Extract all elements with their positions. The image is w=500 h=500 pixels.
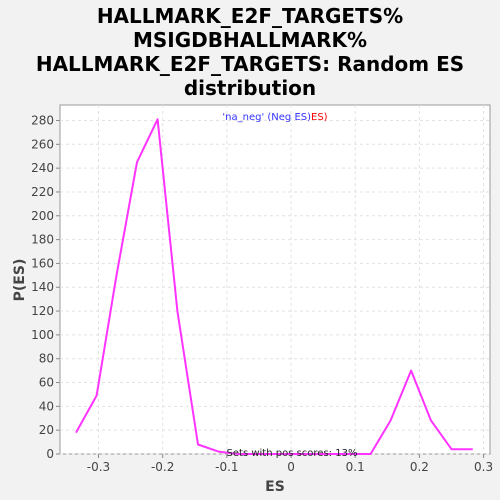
chart-title-line-3: HALLMARK_E2F_TARGETS: Random ES <box>35 52 465 76</box>
legend-series-name: 'na_neg' (Neg ES) <box>222 112 311 123</box>
legend: 'na_neg' (Neg ES)ES) <box>222 112 327 123</box>
chart-title: HALLMARK_E2F_TARGETS% MSIGDBHALLMARK% HA… <box>0 4 500 100</box>
x-axis-label: ES <box>265 479 285 495</box>
x-tick-label: -0.2 <box>151 460 174 474</box>
y-tick-label: 80 <box>39 352 54 366</box>
y-tick-label: 100 <box>31 328 54 342</box>
grid-lines <box>60 105 490 455</box>
x-tick-label: 0 <box>287 460 295 474</box>
x-tick-label: 0.1 <box>346 460 365 474</box>
x-tick-label: 0.3 <box>474 460 493 474</box>
x-tick-label: 0.2 <box>410 460 429 474</box>
y-axis-label: P(ES) <box>12 259 28 302</box>
x-tick-label: -0.3 <box>87 460 110 474</box>
y-tick-label: 220 <box>31 185 54 199</box>
chart-title-line-2: MSIGDBHALLMARK% <box>132 28 368 52</box>
y-tick-label: 200 <box>31 209 54 223</box>
y-tick-label: 160 <box>31 256 54 270</box>
y-tick-label: 280 <box>31 113 54 127</box>
y-tick-label: 120 <box>31 304 54 318</box>
series-line <box>75 118 473 455</box>
y-tick-label: 140 <box>31 280 54 294</box>
y-tick-label: 20 <box>39 423 54 437</box>
axes: 0 20 40 60 80 100 120 140 160 180 200 220 240 260 280 -… <box>31 113 493 474</box>
pos-scores-annotation: Sets with pos scores: 13% <box>227 448 358 459</box>
y-tick-label: 180 <box>31 233 54 247</box>
legend-suffix: ES) <box>311 112 328 123</box>
chart-title-line-4: distribution <box>183 76 317 100</box>
y-tick-label: 60 <box>39 376 54 390</box>
x-tick-label: -0.1 <box>215 460 238 474</box>
y-tick-label: 240 <box>31 161 54 175</box>
plot-area <box>59 104 491 455</box>
chart-title-line-1: HALLMARK_E2F_TARGETS% <box>96 4 404 28</box>
y-tick-label: 40 <box>39 399 54 413</box>
y-tick-label: 260 <box>31 137 54 151</box>
series-layer <box>75 118 473 455</box>
y-tick-label: 0 <box>46 447 54 461</box>
